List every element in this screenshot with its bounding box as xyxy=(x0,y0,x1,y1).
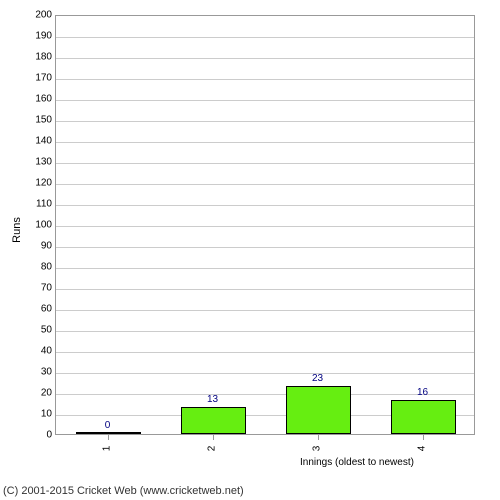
gridline xyxy=(56,184,474,185)
y-tick-label: 170 xyxy=(35,73,52,84)
x-tick-label: 1 xyxy=(101,446,112,452)
bar-value-label: 0 xyxy=(105,420,111,431)
gridline xyxy=(56,226,474,227)
x-tick-label: 3 xyxy=(311,446,322,452)
x-axis-label: Innings (oldest to newest) xyxy=(300,457,414,468)
y-tick-label: 70 xyxy=(41,283,52,294)
y-tick-label: 150 xyxy=(35,115,52,126)
gridline xyxy=(56,247,474,248)
x-tick-mark xyxy=(318,435,319,440)
bar-value-label: 13 xyxy=(207,394,218,405)
y-tick-label: 20 xyxy=(41,388,52,399)
x-tick-mark xyxy=(108,435,109,440)
gridline xyxy=(56,100,474,101)
y-tick-label: 110 xyxy=(36,199,52,210)
gridline xyxy=(56,373,474,374)
y-tick-label: 10 xyxy=(41,409,52,420)
y-tick-label: 100 xyxy=(35,220,52,231)
x-tick-label: 2 xyxy=(206,446,217,452)
x-tick-label: 4 xyxy=(416,446,427,452)
bar-value-label: 16 xyxy=(417,387,428,398)
gridline xyxy=(56,289,474,290)
y-tick-label: 0 xyxy=(46,430,52,441)
gridline xyxy=(56,268,474,269)
copyright-footer: (C) 2001-2015 Cricket Web (www.cricketwe… xyxy=(3,485,244,497)
y-tick-label: 140 xyxy=(35,136,52,147)
bar xyxy=(181,407,246,434)
bar xyxy=(391,400,456,434)
plot-region xyxy=(56,16,474,434)
gridline xyxy=(56,352,474,353)
y-tick-label: 190 xyxy=(35,31,52,42)
gridline xyxy=(56,310,474,311)
y-tick-label: 90 xyxy=(41,241,52,252)
y-tick-label: 120 xyxy=(35,178,52,189)
gridline xyxy=(56,121,474,122)
bar xyxy=(286,386,351,434)
y-tick-label: 30 xyxy=(41,367,52,378)
gridline xyxy=(56,163,474,164)
gridline xyxy=(56,205,474,206)
gridline xyxy=(56,37,474,38)
y-tick-label: 160 xyxy=(35,94,52,105)
y-tick-label: 40 xyxy=(41,346,52,357)
chart-plot-area xyxy=(55,15,475,435)
gridline xyxy=(56,394,474,395)
bar-value-label: 23 xyxy=(312,373,323,384)
bar xyxy=(76,432,141,434)
y-tick-label: 180 xyxy=(35,52,52,63)
x-tick-mark xyxy=(423,435,424,440)
gridline xyxy=(56,79,474,80)
y-tick-label: 60 xyxy=(41,304,52,315)
y-tick-label: 200 xyxy=(35,10,52,21)
y-tick-label: 80 xyxy=(41,262,52,273)
gridline xyxy=(56,142,474,143)
y-axis-label: Runs xyxy=(11,217,23,243)
y-tick-label: 50 xyxy=(41,325,52,336)
y-tick-label: 130 xyxy=(35,157,52,168)
x-tick-mark xyxy=(213,435,214,440)
gridline xyxy=(56,331,474,332)
gridline xyxy=(56,58,474,59)
